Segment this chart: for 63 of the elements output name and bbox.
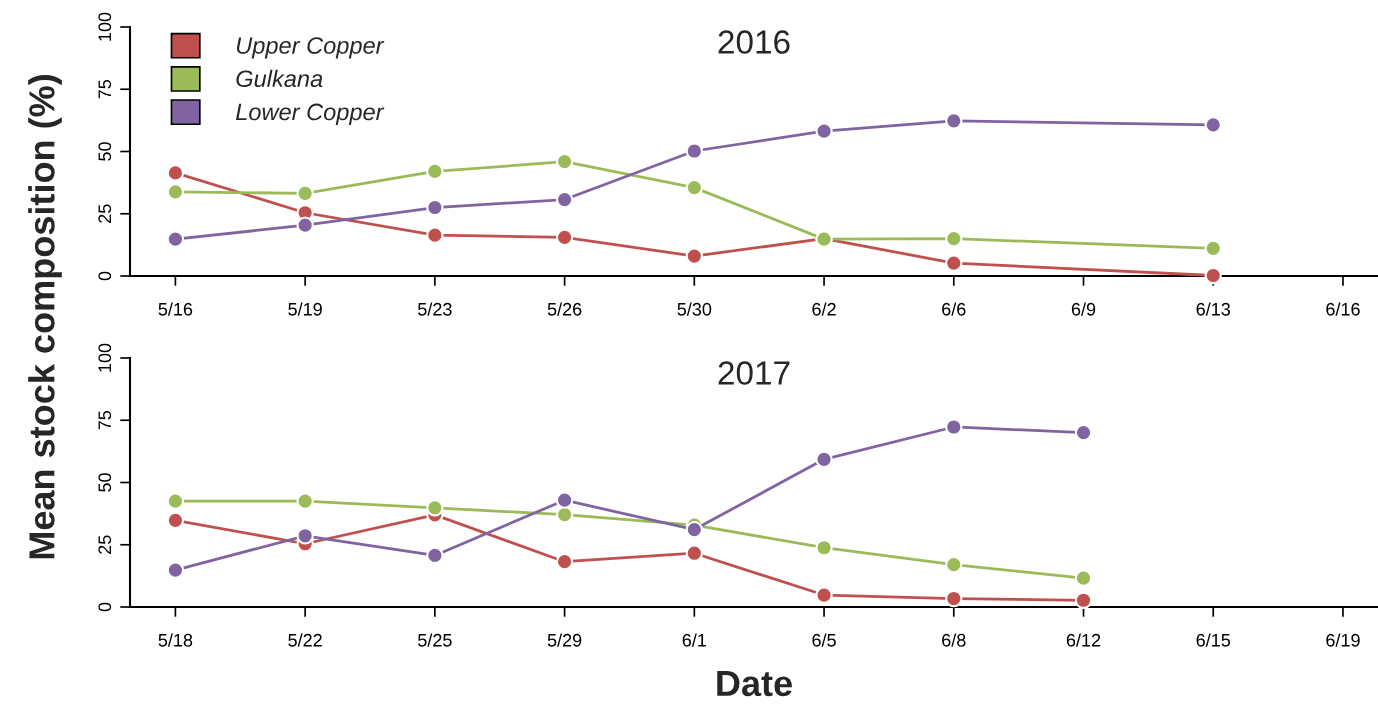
point: [555, 553, 574, 571]
x-tick-label: 6/5: [812, 633, 836, 647]
y-tick-label: 0: [98, 271, 112, 281]
point: [166, 183, 185, 201]
chart-title: 2017: [718, 361, 790, 385]
point: [685, 544, 703, 562]
x-tick-label: 6/19: [1326, 633, 1360, 647]
x-tick-label: 5/29: [547, 633, 582, 647]
x-tick-label: 6/13: [1196, 302, 1231, 316]
point: [945, 254, 963, 272]
point: [296, 527, 314, 545]
y-tick-label: 100: [98, 343, 112, 372]
point: [166, 230, 185, 248]
x-tick-label: 6/2: [812, 302, 836, 316]
point: [685, 142, 703, 160]
point: [815, 539, 833, 557]
point: [815, 586, 833, 604]
legend-label: Gulkana: [236, 69, 323, 88]
x-tick-label: 6/8: [942, 633, 966, 647]
point: [945, 418, 963, 436]
y-tick-label: 75: [98, 410, 112, 430]
point: [1074, 424, 1093, 442]
x-tick-label: 5/22: [288, 633, 322, 647]
x-tick-label: 5/19: [288, 302, 322, 316]
x-tick-label: 5/25: [418, 633, 452, 647]
y-tick-label: 75: [98, 79, 112, 99]
point: [166, 492, 185, 510]
y-tick-label: 25: [98, 535, 112, 554]
x-tick-label: 6/16: [1326, 302, 1360, 316]
point: [296, 216, 314, 234]
point: [426, 226, 444, 244]
legend-label: Upper Copper: [237, 37, 385, 59]
point: [1074, 569, 1093, 587]
point: [945, 112, 963, 130]
point: [555, 491, 574, 509]
y-axis-title: Mean stock composition (%): [28, 75, 62, 559]
legend-label: Lower Copper: [235, 103, 385, 125]
x-tick-label: 5/26: [547, 302, 582, 316]
x-tick-label: 6/15: [1196, 633, 1231, 647]
point: [685, 247, 703, 265]
chart-title: 2016: [718, 30, 790, 54]
x-tick-label: 5/30: [677, 302, 712, 316]
point: [296, 492, 314, 510]
x-axis-title: Date: [717, 670, 792, 697]
point: [166, 561, 185, 579]
y-tick-label: 50: [98, 473, 112, 492]
x-tick-label: 6/12: [1066, 633, 1101, 647]
point: [166, 164, 185, 182]
x-tick-label: 5/16: [158, 302, 193, 316]
point: [1074, 591, 1093, 609]
y-tick-label: 0: [98, 602, 112, 612]
y-tick-label: 100: [98, 12, 112, 41]
point: [815, 122, 833, 140]
x-tick-label: 6/9: [1071, 302, 1096, 316]
y-tick-label: 25: [98, 204, 112, 223]
point: [555, 153, 574, 171]
x-tick-label: 6/6: [942, 302, 966, 316]
x-tick-label: 6/1: [682, 633, 706, 647]
y-tick-label: 50: [98, 142, 112, 161]
x-tick-label: 5/23: [418, 302, 452, 316]
point: [426, 499, 444, 517]
x-tick-label: 5/18: [158, 633, 193, 647]
point: [685, 520, 703, 539]
